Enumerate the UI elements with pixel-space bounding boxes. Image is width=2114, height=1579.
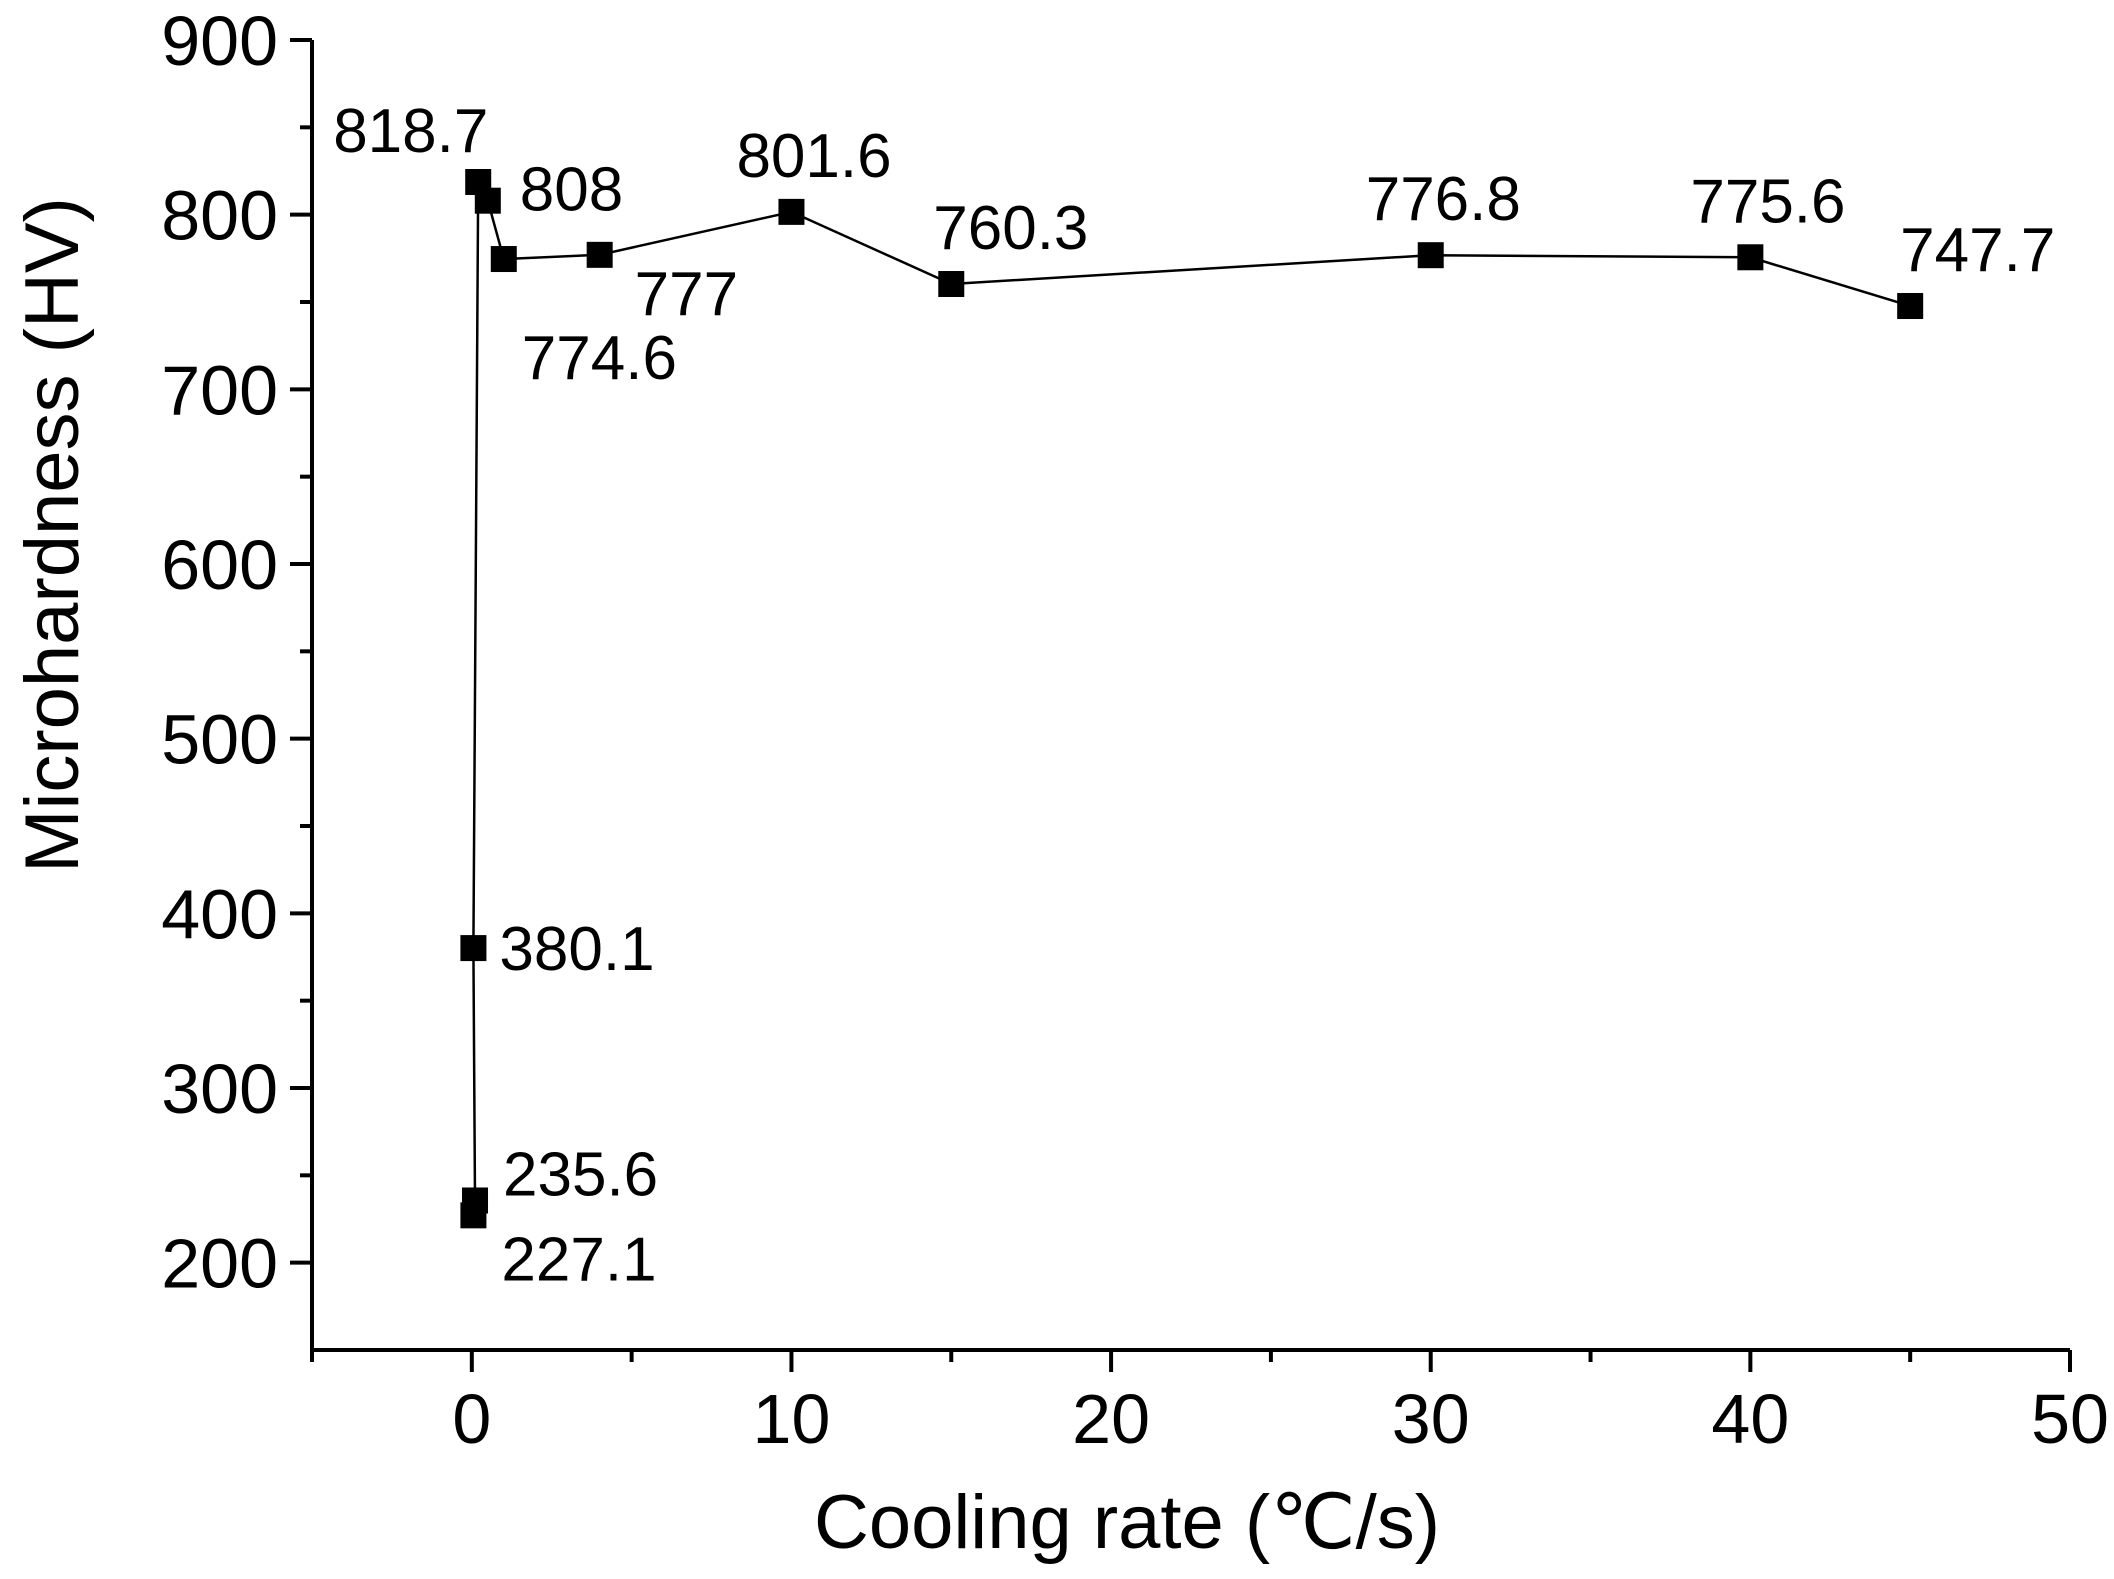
data-point xyxy=(490,246,517,273)
series-group xyxy=(460,169,1924,1229)
data-label: 380.1 xyxy=(499,915,654,984)
data-label: 235.6 xyxy=(503,1140,658,1209)
data-label: 747.7 xyxy=(1900,216,2055,285)
data-point xyxy=(938,271,965,298)
data-label: 818.7 xyxy=(333,97,488,166)
y-axis-title: Microhardness (HV) xyxy=(10,197,95,873)
x-axis-title: Cooling rate (℃/s) xyxy=(814,1480,1440,1565)
y-tick-label: 200 xyxy=(161,1225,278,1303)
data-label: 801.6 xyxy=(736,122,891,191)
x-tick-label: 50 xyxy=(2031,1380,2109,1458)
y-tick-label: 800 xyxy=(161,177,278,255)
x-tick-label: 0 xyxy=(452,1380,491,1458)
data-label: 760.3 xyxy=(933,194,1088,263)
x-tick-label: 20 xyxy=(1072,1380,1150,1458)
data-point xyxy=(1417,242,1444,269)
y-tick-label: 400 xyxy=(161,875,278,953)
data-point xyxy=(474,187,501,214)
x-tick-label: 10 xyxy=(753,1380,831,1458)
data-point xyxy=(1897,293,1924,320)
data-point xyxy=(586,241,613,268)
data-point xyxy=(460,935,487,962)
data-label: 776.8 xyxy=(1366,165,1521,234)
data-point xyxy=(462,1187,489,1214)
y-tick-label: 700 xyxy=(161,351,278,429)
data-point xyxy=(1737,244,1764,271)
data-point xyxy=(778,198,805,225)
y-tick-label: 600 xyxy=(161,526,278,604)
series-line xyxy=(472,181,1911,1216)
y-tick-label: 300 xyxy=(161,1050,278,1128)
y-tick-label: 900 xyxy=(161,2,278,80)
data-label: 775.6 xyxy=(1690,167,1845,236)
data-label: 774.6 xyxy=(522,324,677,393)
x-tick-label: 40 xyxy=(1711,1380,1789,1458)
axes: 200 300 400 500 600 700 800 900 0 10 20 30 40 50 xyxy=(161,2,2109,1458)
data-label: 808 xyxy=(520,156,623,225)
data-label: 777 xyxy=(635,260,738,329)
x-tick-label: 30 xyxy=(1392,1380,1470,1458)
data-label: 227.1 xyxy=(501,1225,656,1294)
y-tick-label: 500 xyxy=(161,701,278,779)
